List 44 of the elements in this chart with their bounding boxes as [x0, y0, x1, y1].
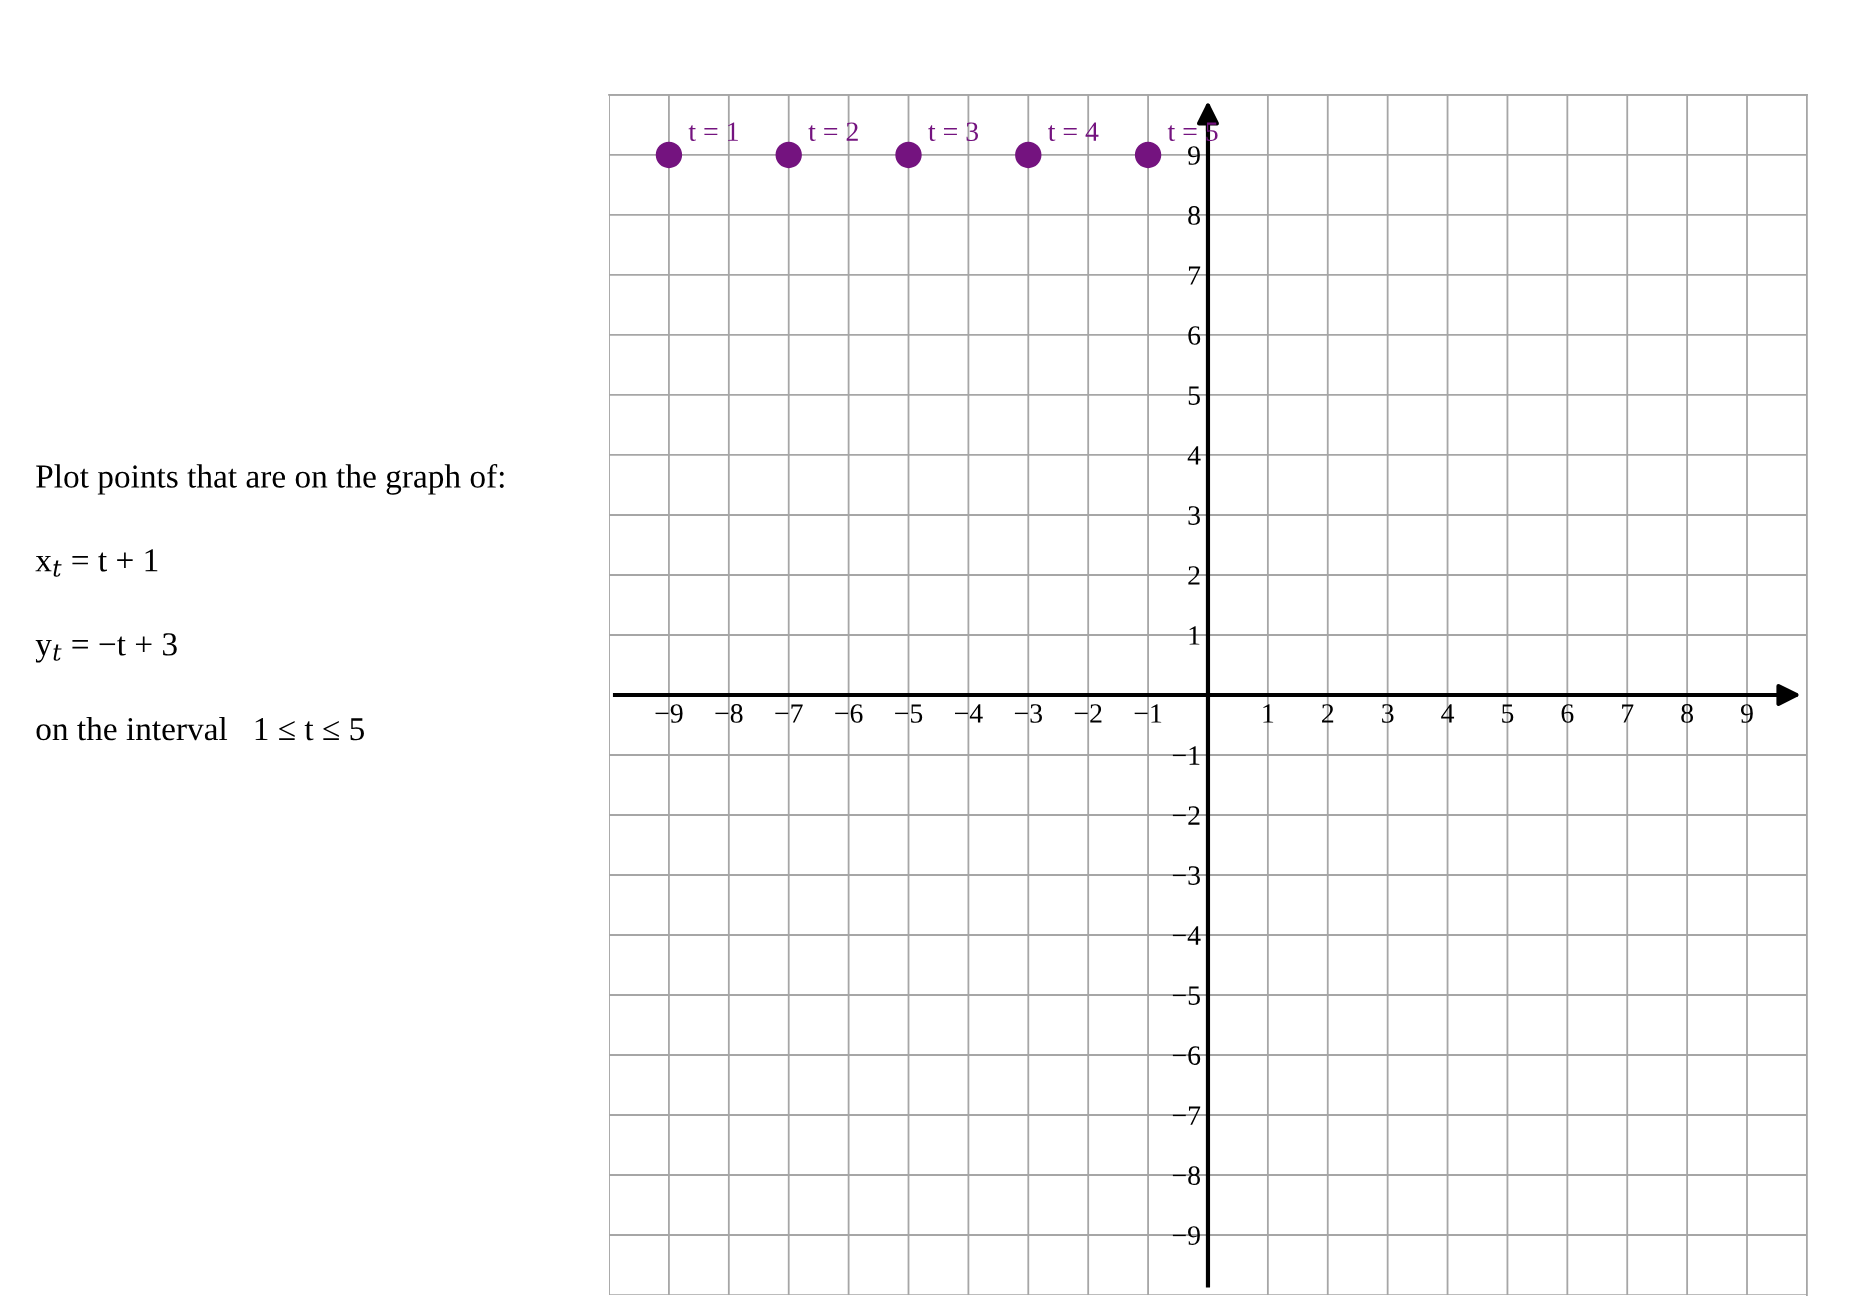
text: on the interval 1 ≤ t ≤ 5: [36, 716, 364, 741]
y-tick-label: −1: [1172, 746, 1200, 765]
x-tick-label: 6: [1561, 704, 1574, 723]
x-tick-label: 8: [1681, 704, 1694, 723]
x-tick-label: 4: [1441, 704, 1455, 723]
text: y$_{t}$ = −t + 3: [35, 633, 177, 663]
text: x$_{t}$ = t + 1: [35, 549, 158, 577]
x-tick-label: 2: [1322, 704, 1334, 723]
y-tick-label: −9: [1172, 1226, 1200, 1245]
x-tick-label: −3: [1014, 704, 1042, 723]
x-tick-label: −4: [955, 704, 983, 723]
x-tick-label: 1: [1263, 704, 1274, 723]
x-tick-label: 7: [1622, 704, 1634, 723]
y-tick-label: −5: [1172, 986, 1200, 1005]
x-tick-label: −5: [895, 704, 923, 723]
y-tick-label: 9: [1188, 146, 1200, 165]
y-tick-label: −6: [1172, 1046, 1201, 1065]
text: Plot points that are on the graph of:: [36, 463, 504, 495]
y-tick-label: 3: [1188, 506, 1200, 525]
y-tick-label: −7: [1172, 1106, 1201, 1125]
annotation: t = 3: [928, 122, 979, 142]
y-tick-label: 2: [1188, 566, 1200, 585]
y-tick-label: −8: [1172, 1166, 1200, 1185]
annotation: t = 4: [1048, 122, 1099, 142]
y-tick-label: 5: [1188, 386, 1200, 405]
x-tick-label: −6: [835, 704, 863, 723]
y-tick-label: 8: [1188, 206, 1200, 225]
y-tick-label: 7: [1188, 266, 1201, 285]
x-tick-label: 5: [1502, 704, 1514, 723]
annotation: t = 2: [808, 122, 858, 142]
y-tick-label: −3: [1172, 866, 1200, 885]
y-tick-label: −4: [1172, 926, 1201, 945]
x-tick-label: −1: [1134, 704, 1162, 723]
x-tick-label: −7: [775, 704, 803, 723]
x-tick-label: −9: [655, 704, 683, 723]
y-tick-label: 1: [1189, 626, 1200, 645]
x-tick-label: −8: [715, 704, 743, 723]
y-tick-label: 4: [1187, 446, 1201, 465]
x-tick-label: 9: [1740, 704, 1753, 723]
annotation: t = 1: [688, 122, 738, 142]
y-tick-label: −2: [1172, 806, 1200, 825]
y-tick-label: 6: [1188, 326, 1201, 345]
x-tick-label: 3: [1382, 704, 1394, 723]
x-tick-label: −2: [1074, 704, 1102, 723]
